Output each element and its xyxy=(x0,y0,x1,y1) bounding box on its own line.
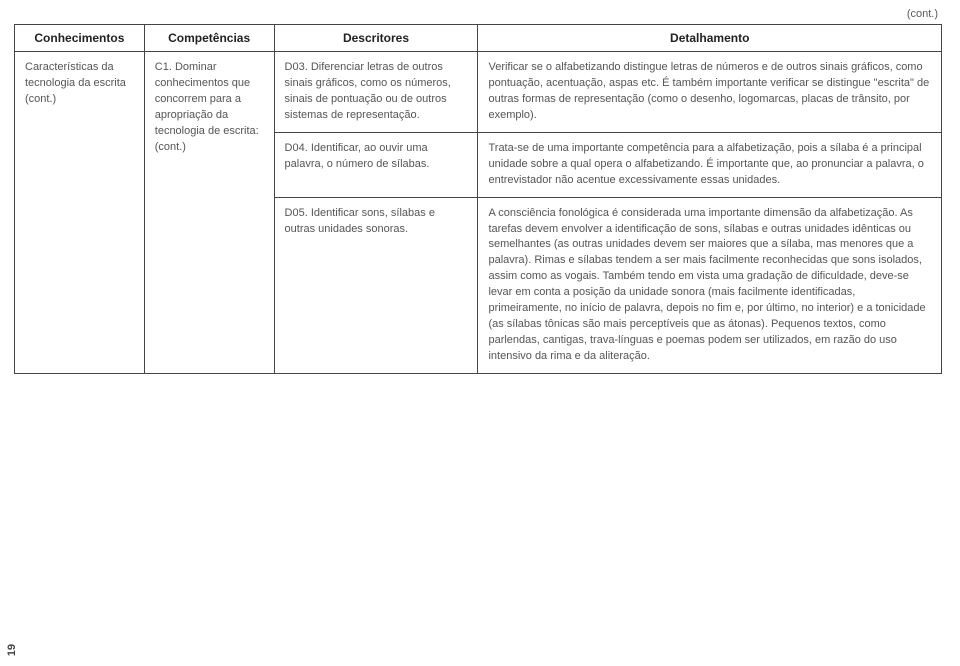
header-conhecimentos: Conhecimentos xyxy=(15,25,145,52)
table-row: Características da tecnologia da escrita… xyxy=(15,52,942,133)
cell-competencias: C1. Dominar conhecimentos que concorrem … xyxy=(144,52,274,374)
header-competencias: Competências xyxy=(144,25,274,52)
continuation-label: (cont.) xyxy=(14,8,942,20)
header-descritores: Descritores xyxy=(274,25,478,52)
cell-detalhamento-d03: Verificar se o alfabetizando distingue l… xyxy=(478,52,942,133)
header-detalhamento: Detalhamento xyxy=(478,25,942,52)
page-number: 19 xyxy=(6,644,18,656)
cell-descritor-d04: D04. Identificar, ao ouvir uma palavra, … xyxy=(274,132,478,197)
cell-descritor-d05: D05. Identificar sons, sílabas e outras … xyxy=(274,197,478,373)
table-header-row: Conhecimentos Competências Descritores D… xyxy=(15,25,942,52)
cell-detalhamento-d05: A consciência fonológica é considerada u… xyxy=(478,197,942,373)
cell-detalhamento-d04: Trata-se de uma importante competência p… xyxy=(478,132,942,197)
content-table: Conhecimentos Competências Descritores D… xyxy=(14,24,942,374)
cell-descritor-d03: D03. Diferenciar letras de outros sinais… xyxy=(274,52,478,133)
cell-conhecimentos: Características da tecnologia da escrita… xyxy=(15,52,145,374)
